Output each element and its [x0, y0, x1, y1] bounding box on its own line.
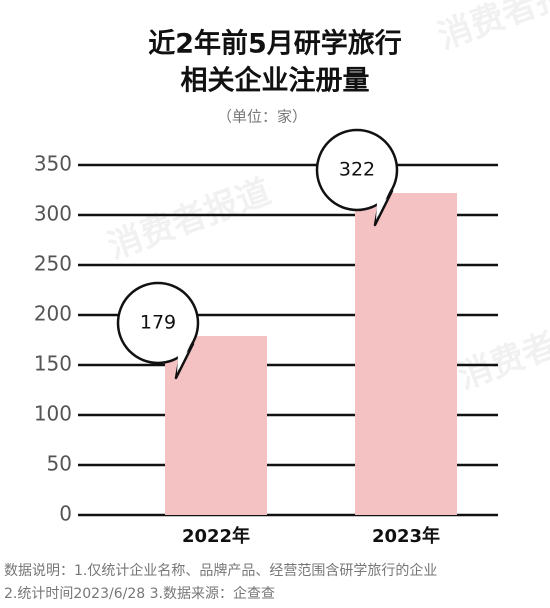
value-label: 179 — [140, 312, 176, 334]
y-tick-label: 100 — [34, 402, 72, 426]
speech-bubble — [177, 343, 191, 373]
speech-bubble — [116, 281, 200, 365]
bar — [355, 193, 457, 515]
chart-title: 相关企业注册量 — [181, 65, 370, 97]
x-tick-label: 2023年 — [372, 525, 440, 547]
watermark: 消费者报道 — [433, 0, 550, 57]
speech-bubble — [376, 190, 390, 220]
y-tick-label: 0 — [59, 502, 72, 526]
chart-title: 近2年前5月研学旅行 — [148, 28, 402, 60]
y-tick-label: 250 — [34, 252, 72, 276]
chart-subtitle: （单位：家） — [217, 108, 307, 126]
x-tick-label: 2022年 — [182, 525, 250, 547]
y-tick-label: 300 — [34, 202, 72, 226]
footnote: 数据说明：1.仅统计企业名称、品牌产品、经营范围含研学旅行的企业 — [4, 562, 437, 579]
speech-bubble — [315, 128, 399, 212]
value-label: 322 — [339, 159, 375, 181]
y-tick-label: 50 — [47, 452, 72, 476]
y-tick-label: 350 — [34, 152, 72, 176]
y-tick-label: 200 — [34, 302, 72, 326]
y-tick-label: 150 — [34, 352, 72, 376]
footnote: 2.统计时间2023/6/28 3.数据来源：企查查 — [4, 585, 275, 602]
watermark: 消费者报道 — [103, 172, 276, 268]
